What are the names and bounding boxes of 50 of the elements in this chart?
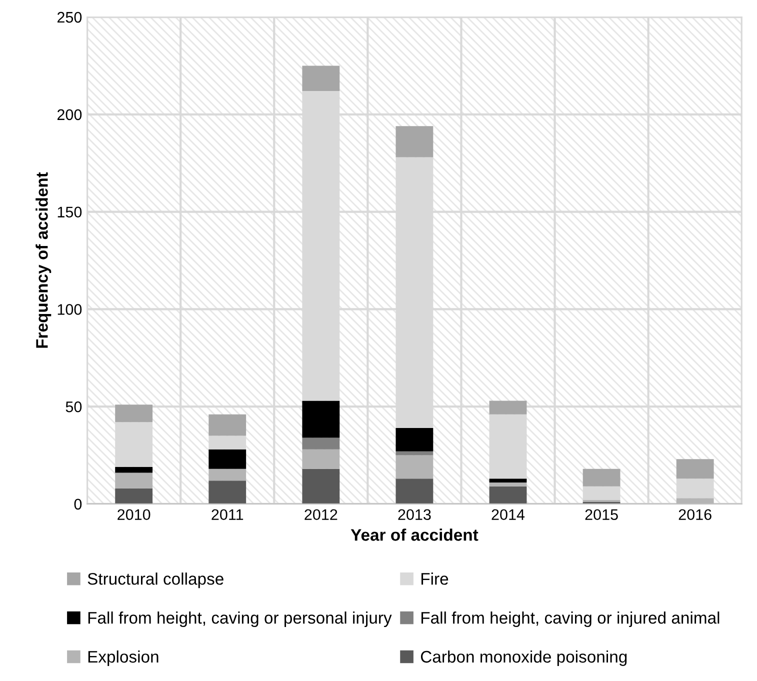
bar: [489, 486, 527, 504]
x-tick-label: 2016: [678, 509, 712, 520]
x-tick-label: 2013: [398, 509, 431, 520]
x-tick-label: 2015: [585, 509, 618, 520]
bar: [582, 468, 620, 486]
bar: [396, 451, 434, 456]
bar: [302, 438, 340, 450]
y-tick-label: 100: [58, 304, 82, 315]
bar: [302, 468, 340, 504]
bar: [115, 422, 153, 467]
bar: [396, 126, 434, 158]
bar: [115, 472, 153, 488]
bar: [396, 455, 434, 479]
legend-label: Explosion: [88, 650, 158, 666]
y-tick-label: 200: [57, 109, 82, 120]
y-tick-label: 0: [74, 498, 82, 510]
legend-label: Fall from height, caving or personal injury: [88, 612, 392, 628]
bar: [115, 488, 153, 504]
bar: [489, 400, 527, 414]
bar: [115, 466, 153, 473]
bar: [302, 400, 340, 438]
legend-label: Fire: [421, 572, 448, 585]
legend-label: Structural collapse: [88, 572, 224, 588]
y-tick-label: 150: [58, 206, 82, 218]
bar: [489, 482, 527, 486]
legend-label: Carbon monoxide poisoning: [420, 650, 627, 666]
x-tick-label: 2010: [118, 509, 150, 520]
bar: [489, 414, 527, 479]
x-axis-title: Year of accident: [350, 528, 478, 541]
bar: [676, 459, 714, 479]
bar: [115, 404, 153, 422]
bar: [489, 478, 527, 483]
x-tick-label: 2014: [492, 509, 525, 520]
legend-label: Fall from height, caving or injured animal: [421, 612, 720, 628]
bar: [396, 478, 434, 504]
x-tick-label: 2012: [304, 509, 338, 520]
x-tick-label: 2011: [212, 509, 244, 520]
bar: [582, 486, 620, 500]
bar: [208, 468, 246, 481]
bar: [208, 480, 246, 504]
bar: [208, 449, 246, 469]
bar: [676, 478, 714, 498]
y-axis-title: Frequency of accident: [36, 172, 52, 348]
bar: [302, 449, 340, 469]
bar: [396, 428, 434, 452]
bar: [208, 414, 246, 436]
bar: [208, 436, 246, 450]
bar: [302, 66, 340, 92]
y-tick-label: 50: [66, 401, 82, 412]
y-tick-label: 250: [57, 12, 82, 23]
